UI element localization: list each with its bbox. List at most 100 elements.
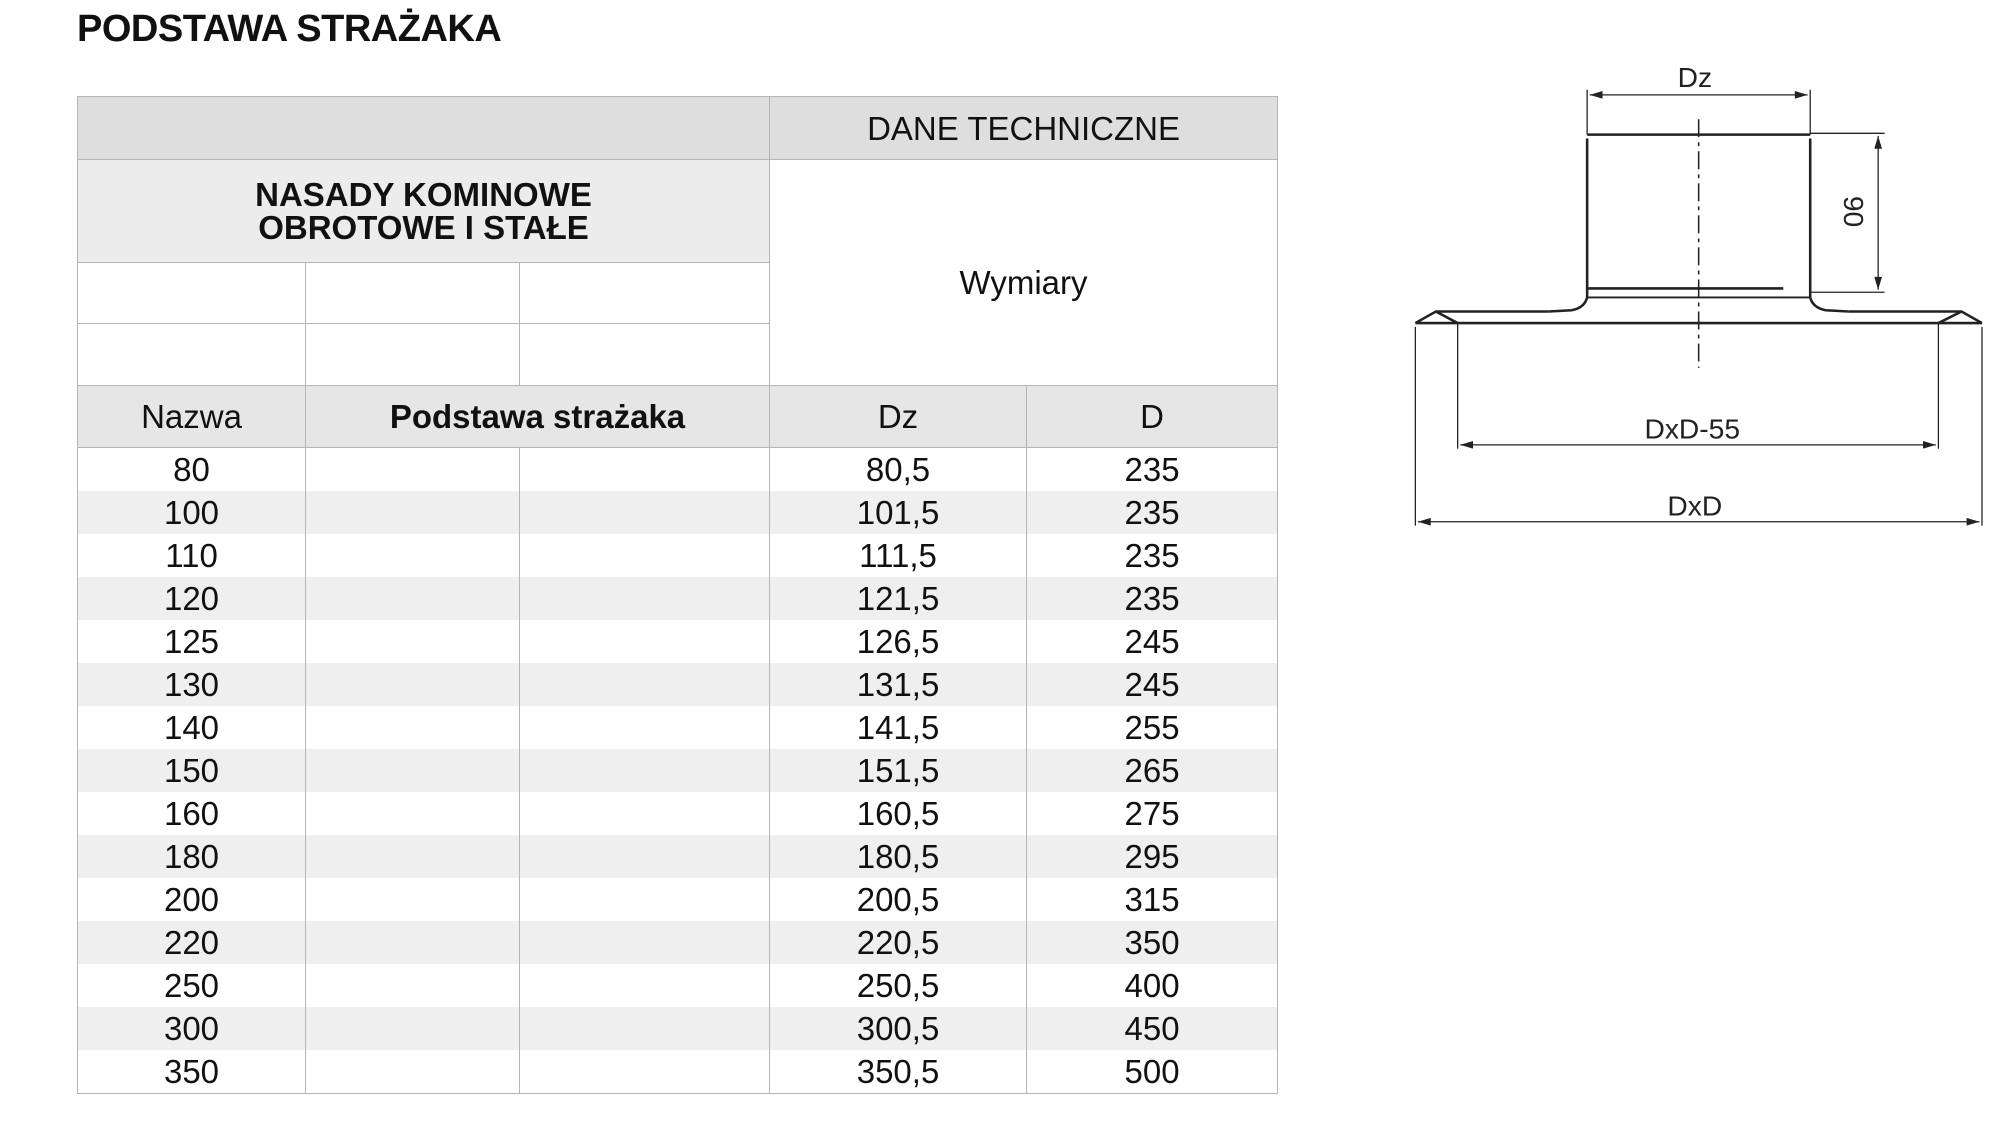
table-row: 200 200,5 315 bbox=[77, 878, 1279, 921]
blank-cell bbox=[518, 323, 771, 386]
cell-nazwa: 80 bbox=[77, 447, 306, 491]
cell-d: 235 bbox=[1026, 447, 1279, 491]
table-row: 180 180,5 295 bbox=[77, 835, 1279, 878]
column-header-podstawa: Podstawa strażaka bbox=[304, 385, 771, 448]
cell-podstawa-2 bbox=[518, 921, 771, 964]
cell-podstawa bbox=[305, 749, 520, 792]
cell-nazwa: 300 bbox=[77, 1007, 306, 1050]
cell-podstawa bbox=[305, 706, 520, 749]
cell-d: 275 bbox=[1026, 792, 1279, 835]
table-row: 300 300,5 450 bbox=[77, 1007, 1279, 1050]
cell-d: 315 bbox=[1026, 878, 1279, 921]
blank-header-cell bbox=[76, 96, 771, 160]
cell-podstawa bbox=[305, 534, 520, 577]
cell-podstawa-2 bbox=[518, 620, 771, 663]
cell-nazwa: 350 bbox=[77, 1050, 306, 1094]
cell-podstawa-2 bbox=[518, 577, 771, 620]
cell-podstawa bbox=[305, 792, 520, 835]
cell-podstawa bbox=[305, 921, 520, 964]
dz-label: Dz bbox=[1678, 61, 1712, 93]
cell-podstawa bbox=[305, 964, 520, 1007]
table-row: 80 80,5 235 bbox=[77, 447, 1279, 491]
cell-podstawa-2 bbox=[518, 792, 771, 835]
cell-podstawa-2 bbox=[518, 491, 771, 534]
cell-dz: 131,5 bbox=[769, 663, 1028, 706]
cell-podstawa-2 bbox=[518, 878, 771, 921]
cell-d: 265 bbox=[1026, 749, 1279, 792]
cell-d: 450 bbox=[1026, 1007, 1279, 1050]
cell-podstawa-2 bbox=[518, 534, 771, 577]
cell-podstawa bbox=[305, 491, 520, 534]
cell-dz: 160,5 bbox=[769, 792, 1028, 835]
cell-nazwa: 200 bbox=[77, 878, 306, 921]
product-group-line2: OBROTOWE I STAŁE bbox=[258, 209, 589, 246]
cell-d: 235 bbox=[1026, 577, 1279, 620]
cell-d: 235 bbox=[1026, 534, 1279, 577]
cell-nazwa: 120 bbox=[77, 577, 306, 620]
table-row: 250 250,5 400 bbox=[77, 964, 1279, 1007]
cell-nazwa: 130 bbox=[77, 663, 306, 706]
cell-podstawa bbox=[305, 878, 520, 921]
cell-dz: 180,5 bbox=[769, 835, 1028, 878]
cell-podstawa bbox=[305, 447, 520, 491]
group-header: DANE TECHNICZNE bbox=[769, 96, 1279, 160]
table-row: 130 131,5 245 bbox=[77, 663, 1279, 706]
cell-d: 245 bbox=[1026, 620, 1279, 663]
blank-cell bbox=[518, 262, 771, 324]
cell-dz: 80,5 bbox=[769, 447, 1028, 491]
column-header-nazwa: Nazwa bbox=[77, 385, 306, 448]
cell-dz: 220,5 bbox=[769, 921, 1028, 964]
page-title: PODSTAWA STRAŻAKA bbox=[77, 8, 502, 50]
table-row: 160 160,5 275 bbox=[77, 792, 1279, 835]
cell-podstawa-2 bbox=[518, 835, 771, 878]
table-row: 220 220,5 350 bbox=[77, 921, 1279, 964]
cell-nazwa: 220 bbox=[77, 921, 306, 964]
cell-podstawa-2 bbox=[518, 1007, 771, 1050]
cell-d: 500 bbox=[1026, 1050, 1279, 1094]
table-row: 100 101,5 235 bbox=[77, 491, 1279, 534]
spec-table: DANE TECHNICZNE NASADY KOMINOWE OBROTOWE… bbox=[76, 96, 1279, 1094]
cell-nazwa: 140 bbox=[77, 706, 306, 749]
cell-podstawa-2 bbox=[518, 447, 771, 491]
column-header-dz: Dz bbox=[769, 385, 1028, 448]
dimensions-label: Wymiary bbox=[769, 159, 1279, 386]
cell-podstawa-2 bbox=[518, 706, 771, 749]
height-label: 90 bbox=[1838, 196, 1870, 227]
cell-dz: 111,5 bbox=[769, 534, 1028, 577]
outer-diameter-label: DxD bbox=[1667, 489, 1722, 521]
cell-podstawa bbox=[305, 577, 520, 620]
cell-d: 350 bbox=[1026, 921, 1279, 964]
blank-cell bbox=[305, 262, 520, 324]
cell-dz: 300,5 bbox=[769, 1007, 1028, 1050]
cell-podstawa bbox=[305, 1007, 520, 1050]
cell-podstawa bbox=[305, 620, 520, 663]
table-row: 150 151,5 265 bbox=[77, 749, 1279, 792]
cell-d: 295 bbox=[1026, 835, 1279, 878]
cell-podstawa bbox=[305, 835, 520, 878]
inner-diameter-label: DxD-55 bbox=[1644, 412, 1740, 444]
cell-nazwa: 180 bbox=[77, 835, 306, 878]
cell-d: 400 bbox=[1026, 964, 1279, 1007]
cell-dz: 121,5 bbox=[769, 577, 1028, 620]
table-row: 110 111,5 235 bbox=[77, 534, 1279, 577]
blank-cell bbox=[77, 262, 306, 324]
cell-podstawa-2 bbox=[518, 663, 771, 706]
cell-podstawa bbox=[305, 663, 520, 706]
cell-dz: 151,5 bbox=[769, 749, 1028, 792]
cell-dz: 250,5 bbox=[769, 964, 1028, 1007]
cell-nazwa: 160 bbox=[77, 792, 306, 835]
cell-nazwa: 150 bbox=[77, 749, 306, 792]
cell-d: 255 bbox=[1026, 706, 1279, 749]
column-header-d: D bbox=[1026, 385, 1279, 448]
blank-cell bbox=[77, 323, 306, 386]
cell-podstawa bbox=[305, 1050, 520, 1094]
table-row: 120 121,5 235 bbox=[77, 577, 1279, 620]
cell-podstawa-2 bbox=[518, 749, 771, 792]
flange-outline bbox=[1414, 310, 1983, 325]
table-row: 140 141,5 255 bbox=[77, 706, 1279, 749]
cell-dz: 101,5 bbox=[769, 491, 1028, 534]
cell-d: 235 bbox=[1026, 491, 1279, 534]
table-row: 350 350,5 500 bbox=[77, 1050, 1279, 1094]
cell-dz: 350,5 bbox=[769, 1050, 1028, 1094]
